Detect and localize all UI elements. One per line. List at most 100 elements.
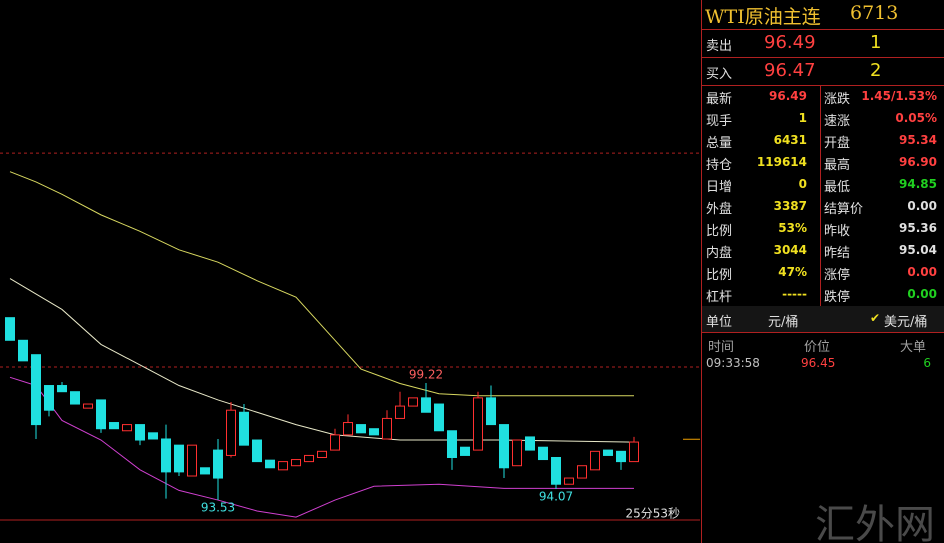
candle-body [486,397,496,426]
candle-body [603,449,613,456]
title-row: WTI原油主连 6713 [702,0,944,28]
stat-value: 1 [798,111,807,125]
stat-label: 最新 [706,92,733,107]
candle-body [5,317,15,341]
stat-label: 开盘 [824,136,851,151]
candle-body [421,397,431,413]
stat-label: 涨停 [824,268,851,283]
tick-row: 09:33:58 96.45 6 [702,356,944,374]
moving-average [9,171,634,397]
candle-body [174,444,184,473]
candle-body [408,397,418,407]
stat-label: 内盘 [706,246,733,261]
price-annotation: 99.22 [409,368,443,382]
stat-label: 比例 [706,268,733,283]
stat-label: 比例 [706,224,733,239]
candle-body [252,439,262,463]
ticks-header: 时间 价位 大单 [702,336,944,355]
stat-value: 3044 [773,243,807,257]
candle-body [18,339,28,362]
candle-body [525,436,535,451]
candle-body [57,385,67,393]
sell-label: 卖出 [706,39,733,54]
buy-row: 买入 96.47 2 [702,60,944,84]
stat-label: 总量 [706,136,733,151]
candle-body [226,409,236,456]
candle-body [577,465,587,479]
check-mark: ✔ [870,311,881,325]
stat-label: 最低 [824,180,851,195]
candle-body [447,430,457,458]
candle-body [148,432,158,440]
stat-value: 53% [778,221,807,235]
stat-value: 0 [798,177,807,191]
sell-price: 96.49 [764,32,816,53]
stat-value: 95.34 [899,133,937,147]
unit-option[interactable]: 美元/桶 [884,315,928,330]
watermark: 汇外网 [815,502,935,543]
stat-label: 昨收 [824,224,851,239]
candle-body [239,411,249,446]
candle-body [317,450,327,458]
stat-value: 96.49 [769,89,807,103]
candle-body [512,439,522,467]
buy-qty: 2 [870,60,882,81]
tick-price: 96.45 [801,356,836,370]
quote-panel: WTI原油主连 6713 卖出 96.49 1 买入 96.47 2 最新 96.… [701,0,944,543]
candle-body [564,477,574,485]
moving-average [9,376,634,518]
unit-label: 单位 [706,315,733,330]
candle-body [200,467,210,475]
candle-body [395,405,405,419]
candle-body [356,424,366,434]
moving-average [9,278,635,443]
symbol-name: WTI原油主连 [705,6,821,28]
candle-body [629,441,639,463]
header-cell: 时间 [708,340,735,355]
stat-label: 现手 [706,114,733,129]
candle-body [265,459,275,469]
candle-body [382,417,392,440]
header-cell: 价位 [804,340,831,355]
stat-value: 94.85 [899,177,937,191]
candle-body [369,428,379,436]
stat-value: 119614 [756,155,807,169]
candle-body [616,450,626,463]
candle-body [551,456,561,485]
candle-body [304,454,314,463]
price-annotation: 94.07 [539,489,573,503]
stat-label: 跌停 [824,290,851,305]
sell-row: 卖出 96.49 1 [702,32,944,56]
stat-value: 0.00 [907,265,937,279]
candle-body [187,444,197,477]
candle-body [83,403,93,409]
countdown: 25分53秒 [625,507,680,521]
candle-body [434,403,444,432]
candle-body [499,424,509,469]
candle-body [213,449,223,479]
unit-row: 单位 元/桶 ✔ 美元/桶 [702,306,944,332]
stat-value: ----- [782,287,807,301]
unit-option[interactable]: 元/桶 [768,315,799,330]
stat-value: 0.00 [907,199,937,213]
stat-value: 1.45/1.53% [861,89,937,103]
stat-label: 最高 [824,158,851,173]
stat-value: 6431 [773,133,807,147]
stat-label: 涨跌 [824,92,851,107]
candle-body [330,434,340,451]
stat-value: 47% [778,265,807,279]
candle-body [161,438,171,473]
candle-body [473,397,483,451]
stat-value: 96.90 [899,155,937,169]
candle-body [460,446,470,456]
price-annotation: 93.53 [201,501,235,515]
candle-body [538,446,548,461]
candle-body [70,391,80,405]
candle-body [343,422,353,436]
candle-body [278,461,288,471]
candle-body [96,399,106,430]
candle-body [31,354,41,426]
candle-body [135,424,145,441]
candle-body [291,459,301,467]
stat-label: 速涨 [824,114,851,129]
